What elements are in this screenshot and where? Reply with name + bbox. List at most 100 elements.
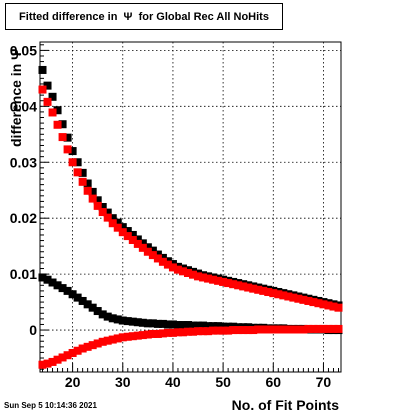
data-point (244, 283, 253, 292)
data-point (48, 357, 57, 366)
data-point (133, 235, 142, 244)
data-point (128, 230, 137, 239)
data-point (189, 321, 198, 330)
data-point (43, 275, 52, 284)
data-point (48, 278, 57, 287)
data-point (78, 296, 87, 305)
data-point (53, 355, 62, 364)
data-point (43, 359, 52, 368)
data-point (189, 327, 198, 336)
data-point (289, 325, 298, 334)
data-point (58, 353, 67, 362)
data-point (244, 326, 253, 335)
data-point (63, 145, 72, 154)
data-point (284, 292, 293, 301)
data-point (58, 133, 67, 142)
series-3 (38, 273, 343, 335)
data-point (148, 329, 157, 338)
data-point (43, 81, 52, 90)
data-point (108, 335, 117, 344)
data-point (294, 294, 303, 303)
data-point (178, 321, 187, 330)
data-point (138, 239, 147, 248)
data-point (183, 269, 192, 277)
data-point (118, 316, 127, 325)
data-point (314, 299, 323, 308)
data-point (143, 247, 152, 256)
data-point (108, 214, 117, 223)
data-point (279, 325, 288, 334)
data-point (309, 324, 318, 333)
data-point (98, 203, 107, 211)
data-point (63, 286, 72, 295)
data-point (148, 319, 157, 328)
data-point (143, 319, 152, 328)
data-point (38, 273, 47, 282)
data-point (78, 344, 87, 353)
data-point (189, 270, 198, 279)
x-tick-label: 40 (165, 374, 181, 390)
data-point (83, 179, 92, 188)
data-point (123, 317, 132, 326)
data-point (199, 321, 208, 330)
data-point (199, 327, 208, 336)
data-point (334, 303, 343, 312)
data-point (239, 326, 248, 335)
data-point (118, 333, 127, 342)
data-point (93, 201, 102, 210)
data-point (224, 326, 233, 335)
data-point (314, 324, 323, 333)
tick-labels: 20 30 40 50 60 70 0 0.01 0.02 0.03 0.04 0.05 (10, 42, 332, 390)
data-point (254, 325, 263, 334)
data-point (204, 322, 213, 331)
data-point (229, 280, 238, 289)
data-point (153, 319, 162, 328)
data-point (58, 120, 67, 129)
data-point (123, 227, 132, 236)
data-point (123, 232, 132, 241)
data-point (63, 351, 72, 360)
data-point (98, 208, 107, 217)
data-point (113, 334, 122, 343)
data-point (259, 325, 268, 334)
data-point (158, 257, 167, 266)
data-point (173, 328, 182, 337)
data-point (133, 331, 142, 340)
data-point (103, 213, 112, 222)
y-axis-label: difference in Ψ (8, 49, 24, 147)
data-point (324, 301, 333, 310)
chart-title: Fitted difference in Ψ for Global Rec Al… (5, 3, 283, 30)
data-point (83, 186, 92, 195)
data-point (194, 321, 203, 330)
data-point (158, 319, 167, 328)
data-point (229, 326, 238, 335)
data-point (73, 293, 82, 302)
y-tick-label: 0.02 (10, 210, 37, 226)
data-point (219, 326, 228, 335)
data-point (103, 208, 112, 217)
data-point (163, 328, 172, 337)
data-point (73, 346, 82, 355)
data-point (259, 286, 268, 295)
data-point (88, 303, 97, 312)
data-point (73, 168, 82, 177)
data-point (319, 300, 328, 309)
data-point (264, 325, 273, 334)
data-point (329, 302, 338, 311)
data-point (163, 260, 172, 269)
data-point (88, 341, 97, 350)
data-point (118, 223, 127, 232)
data-point (274, 290, 283, 299)
data-point (113, 223, 122, 232)
data-point (68, 348, 77, 357)
data-point (304, 296, 313, 305)
data-point (103, 312, 112, 321)
data-point (299, 295, 308, 304)
data-point (68, 158, 77, 167)
data-point (128, 236, 137, 244)
data-markers (38, 65, 343, 369)
data-point (274, 325, 283, 334)
data-point (158, 329, 167, 338)
data-point (324, 324, 333, 333)
data-point (209, 322, 218, 331)
